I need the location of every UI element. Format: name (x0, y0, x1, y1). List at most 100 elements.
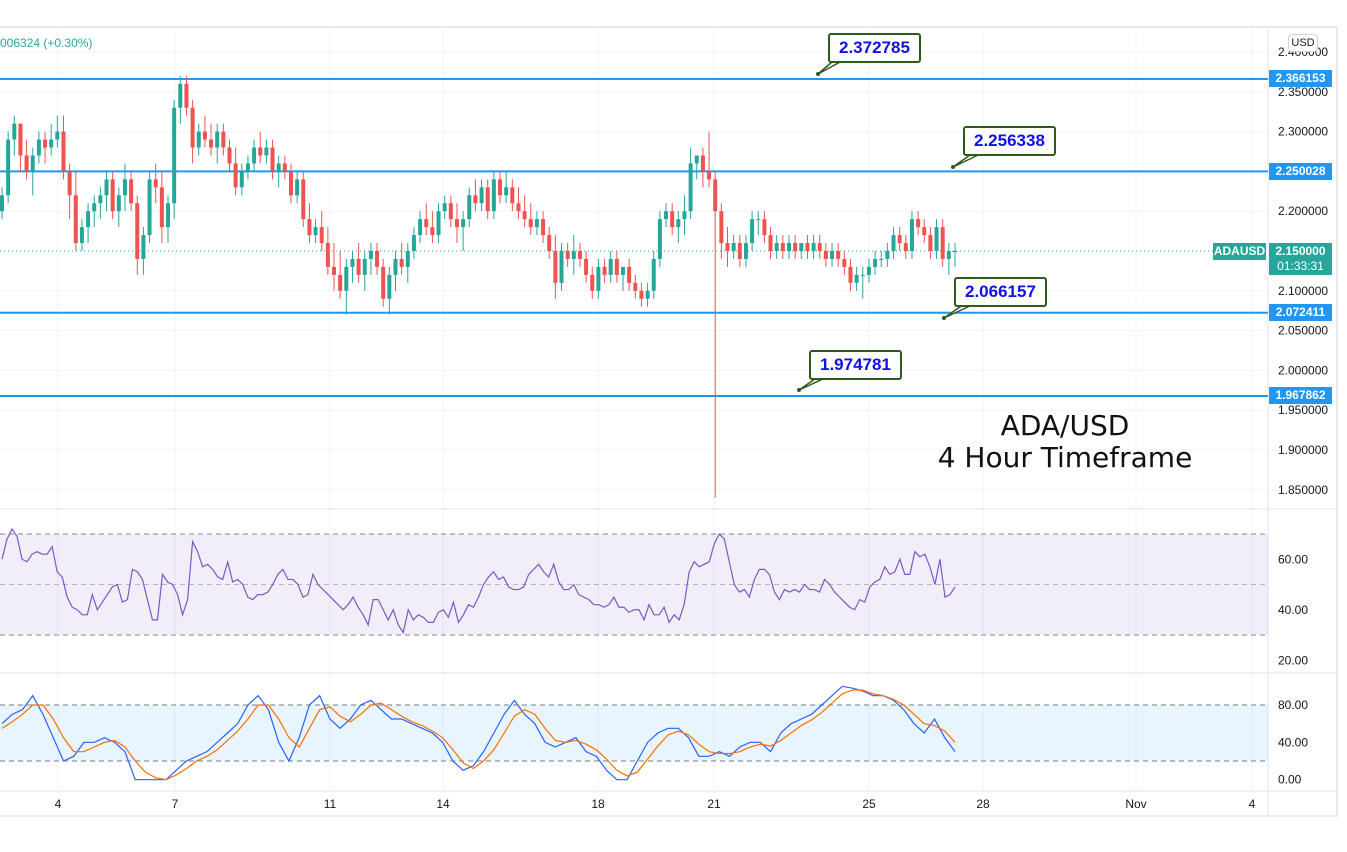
candle-body (528, 219, 533, 228)
candle-body (233, 163, 238, 188)
candle-body (903, 243, 908, 251)
rsi-line (1, 527, 956, 634)
time-axis-label: 25 (862, 797, 876, 811)
callout-level-3[interactable]: 2.066157 (954, 277, 1047, 307)
candle-body (178, 83, 183, 108)
candle-body (842, 258, 847, 267)
candle-body (338, 274, 343, 291)
candle-body (239, 171, 244, 188)
candle-body (946, 251, 951, 259)
rsi-axis-label: 40.00 (1278, 603, 1308, 617)
candle-body (830, 251, 835, 259)
candle-body (479, 187, 484, 204)
callout-level-2[interactable]: 2.256338 (963, 126, 1056, 156)
candle-body (614, 258, 619, 275)
candle-body (282, 163, 287, 172)
candle-body (36, 139, 41, 156)
currency-button[interactable]: USD (1288, 34, 1318, 52)
candle-body (153, 179, 158, 188)
candle-body (325, 243, 330, 267)
candle-body (688, 163, 693, 212)
candle-body (848, 266, 853, 283)
candle-body (399, 258, 404, 267)
candle-body (547, 235, 552, 251)
candle-body (713, 179, 718, 212)
candle-body (67, 171, 72, 196)
rsi-axis-label: 20.00 (1278, 653, 1308, 667)
candle-body (448, 203, 453, 220)
candle-body (307, 219, 312, 236)
candle-body (491, 179, 496, 212)
candle-body (141, 235, 146, 259)
time-axis-label: 28 (976, 797, 990, 811)
candle-body (786, 243, 791, 251)
candle-body (694, 155, 699, 164)
candle-body (928, 235, 933, 251)
candle-body (676, 219, 681, 228)
candle-body (577, 251, 582, 259)
candle-body (350, 258, 355, 267)
candle-body (922, 227, 927, 236)
candle-body (516, 203, 521, 212)
candle-body (387, 274, 392, 299)
symbol-tag: ADAUSD (1213, 243, 1266, 260)
candle-body (221, 131, 226, 148)
level-price-tag: 2.366153 (1269, 70, 1332, 87)
chart-frame[interactable] (0, 26, 1338, 817)
time-axis-label: 21 (707, 797, 721, 811)
candle-body (116, 195, 121, 212)
candle-body (590, 274, 595, 291)
candle-body (301, 179, 306, 220)
candle-body (719, 211, 724, 244)
candle-body (836, 251, 841, 259)
candle-body (418, 219, 423, 236)
time-axis-label: 18 (591, 797, 605, 811)
price-axis-label: 1.950000 (1278, 403, 1328, 417)
candle-body (61, 131, 66, 172)
price-axis-label: 2.050000 (1278, 324, 1328, 338)
candle-body (319, 227, 324, 244)
candle-body (332, 266, 337, 275)
candle-body (411, 235, 416, 251)
annotation-line-1: ADA/USD (1000, 409, 1130, 442)
candle-body (55, 131, 60, 140)
candle-body (159, 187, 164, 228)
candle-body (725, 243, 730, 251)
candle-body (12, 123, 17, 140)
candle-body (657, 219, 662, 259)
chart-annotation: ADA/USD 4 Hour Timeframe (910, 410, 1220, 474)
price-axis-label: 2.100000 (1278, 284, 1328, 298)
candle-body (510, 187, 515, 204)
candle-body (344, 266, 349, 291)
time-axis-label: 11 (324, 797, 337, 811)
candle-body (559, 251, 564, 283)
candle-body (897, 235, 902, 244)
callout-level-4[interactable]: 1.974781 (809, 350, 902, 380)
candle-body (276, 163, 281, 172)
candle-body (49, 139, 54, 148)
candle-body (633, 282, 638, 291)
callout-level-1[interactable]: 2.372785 (828, 33, 921, 63)
candle-body (184, 83, 189, 108)
candle-body (258, 147, 263, 156)
candle-body (215, 131, 220, 148)
last-price-value: 2.150000 (1275, 244, 1326, 258)
candle-body (879, 258, 884, 260)
candle-body (122, 179, 127, 196)
last-price-tag: 2.150000 01:33:31 (1269, 243, 1332, 275)
candle-body (780, 243, 785, 251)
candle-body (571, 251, 576, 259)
candle-body (805, 243, 810, 251)
candle-body (793, 243, 798, 251)
candle-body (424, 219, 429, 228)
candle-body (110, 179, 115, 212)
candle-body (393, 258, 398, 275)
candle-body (356, 258, 361, 275)
time-axis-label: 4 (55, 797, 62, 811)
callout-anchor (942, 316, 946, 320)
candle-body (190, 107, 195, 148)
candle-body (313, 227, 318, 236)
stoch-d-line (1, 689, 956, 781)
candle-body (737, 243, 742, 259)
